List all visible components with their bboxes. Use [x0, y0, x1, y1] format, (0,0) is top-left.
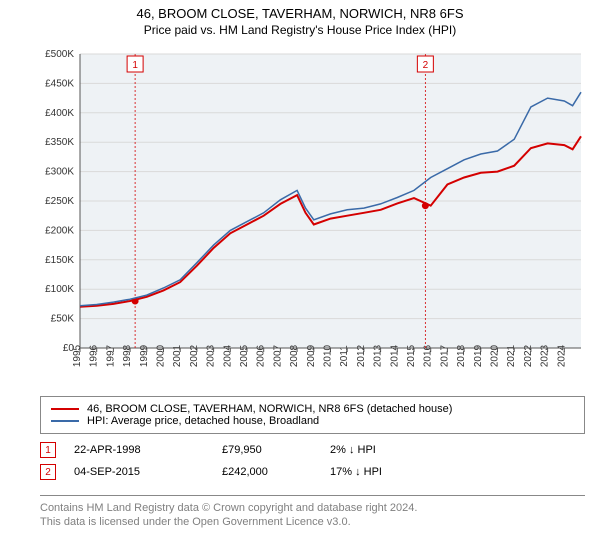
svg-text:£500K: £500K [45, 49, 74, 60]
sale-date: 04-SEP-2015 [74, 466, 204, 478]
title-line-2: Price paid vs. HM Land Registry's House … [0, 23, 600, 37]
sale-delta: 17% ↓ HPI [330, 466, 420, 478]
chart-area: £0£50K£100K£150K£200K£250K£300K£350K£400… [40, 48, 585, 386]
svg-text:£150K: £150K [45, 255, 74, 266]
legend-swatch [51, 408, 79, 410]
sale-marker-chip: 1 [40, 442, 56, 458]
sale-marker-chip: 2 [40, 464, 56, 480]
line-chart: £0£50K£100K£150K£200K£250K£300K£350K£400… [40, 48, 585, 386]
sale-price: £242,000 [222, 466, 312, 478]
svg-text:£300K: £300K [45, 167, 74, 178]
title-line-1: 46, BROOM CLOSE, TAVERHAM, NORWICH, NR8 … [0, 6, 600, 21]
footer-line-1: Contains HM Land Registry data © Crown c… [40, 502, 585, 516]
svg-text:£450K: £450K [45, 78, 74, 89]
svg-text:£400K: £400K [45, 108, 74, 119]
legend-label: HPI: Average price, detached house, Broa… [87, 415, 319, 427]
svg-text:£250K: £250K [45, 196, 74, 207]
legend-label: 46, BROOM CLOSE, TAVERHAM, NORWICH, NR8 … [87, 403, 452, 415]
title-block: 46, BROOM CLOSE, TAVERHAM, NORWICH, NR8 … [0, 0, 600, 37]
sale-price: £79,950 [222, 444, 312, 456]
footer-line-2: This data is licensed under the Open Gov… [40, 516, 585, 530]
svg-text:£50K: £50K [51, 314, 75, 325]
sale-row: 1 22-APR-1998 £79,950 2% ↓ HPI [40, 442, 585, 458]
svg-text:£350K: £350K [45, 137, 74, 148]
sale-row: 2 04-SEP-2015 £242,000 17% ↓ HPI [40, 464, 585, 480]
svg-text:£100K: £100K [45, 284, 74, 295]
footer: Contains HM Land Registry data © Crown c… [40, 495, 585, 530]
legend: 46, BROOM CLOSE, TAVERHAM, NORWICH, NR8 … [40, 396, 585, 434]
svg-text:£200K: £200K [45, 225, 74, 236]
sales-block: 1 22-APR-1998 £79,950 2% ↓ HPI 2 04-SEP-… [40, 442, 585, 486]
svg-text:1: 1 [132, 60, 138, 71]
sale-date: 22-APR-1998 [74, 444, 204, 456]
sale-delta: 2% ↓ HPI [330, 444, 420, 456]
legend-row: 46, BROOM CLOSE, TAVERHAM, NORWICH, NR8 … [51, 403, 574, 415]
legend-row: HPI: Average price, detached house, Broa… [51, 415, 574, 427]
svg-text:2: 2 [423, 60, 429, 71]
legend-swatch [51, 420, 79, 422]
